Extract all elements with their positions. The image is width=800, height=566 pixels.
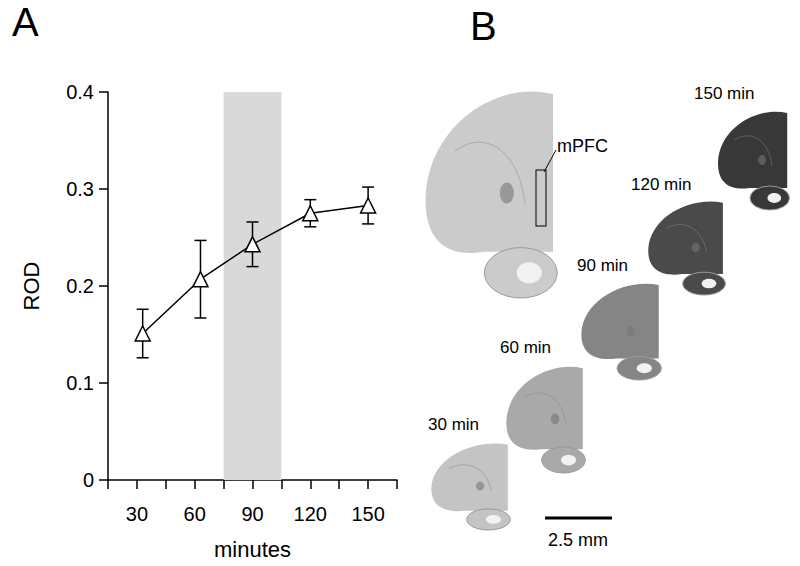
svg-text:0: 0 <box>83 469 94 491</box>
svg-text:120 min: 120 min <box>631 175 691 194</box>
svg-text:0.1: 0.1 <box>66 372 94 394</box>
svg-text:90 min: 90 min <box>577 256 628 275</box>
svg-text:150: 150 <box>351 503 384 525</box>
svg-text:60: 60 <box>184 503 206 525</box>
svg-text:30 min: 30 min <box>428 415 479 434</box>
svg-text:60 min: 60 min <box>500 338 551 357</box>
svg-text:150 min: 150 min <box>694 84 754 103</box>
svg-text:2.5 mm: 2.5 mm <box>548 530 608 550</box>
svg-text:ROD: ROD <box>19 262 44 311</box>
svg-text:0.3: 0.3 <box>66 178 94 200</box>
svg-text:120: 120 <box>294 503 327 525</box>
svg-text:B: B <box>470 4 497 48</box>
svg-text:A: A <box>12 0 39 44</box>
svg-text:0.4: 0.4 <box>66 81 94 103</box>
svg-text:0.2: 0.2 <box>66 275 94 297</box>
svg-text:minutes: minutes <box>214 537 291 562</box>
svg-text:30: 30 <box>126 503 148 525</box>
svg-text:mPFC: mPFC <box>557 136 608 156</box>
svg-text:90: 90 <box>241 503 263 525</box>
